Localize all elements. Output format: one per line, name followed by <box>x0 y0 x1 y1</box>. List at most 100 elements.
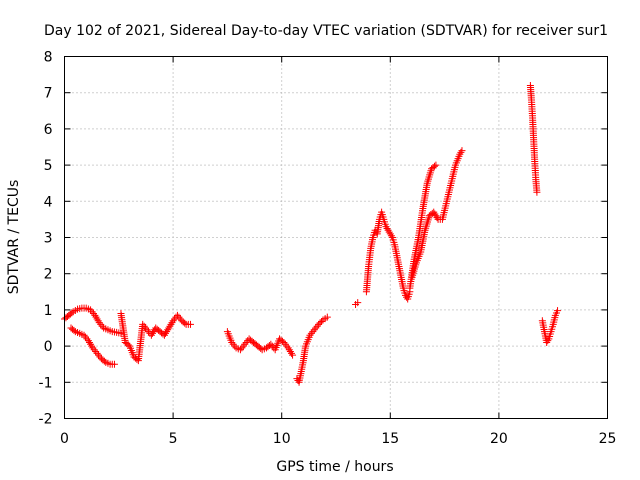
data-point <box>89 344 97 352</box>
data-point <box>150 328 158 336</box>
data-point <box>165 324 173 332</box>
data-point <box>148 329 156 337</box>
data-point <box>139 320 147 328</box>
data-point <box>90 346 98 354</box>
data-point <box>83 335 91 343</box>
y-axis-label: SDTVAR / TECUs <box>6 180 22 295</box>
data-point <box>533 188 541 196</box>
y-tick-label: 8 <box>44 50 53 66</box>
data-point <box>93 349 101 357</box>
data-point <box>80 331 88 339</box>
data-point <box>92 313 100 321</box>
data-point <box>91 311 99 319</box>
data-point <box>228 338 236 346</box>
y-tick-label: -1 <box>39 375 53 391</box>
data-point <box>97 320 105 328</box>
data-point <box>384 226 392 234</box>
data-point <box>173 311 181 319</box>
data-point <box>309 328 317 336</box>
data-point <box>283 342 291 350</box>
data-point <box>147 331 155 339</box>
data-point <box>95 319 103 327</box>
plot-frame <box>64 56 608 419</box>
data-point <box>280 338 288 346</box>
y-tick-label: 7 <box>44 86 53 102</box>
data-point <box>265 341 273 349</box>
data-point <box>432 212 440 220</box>
y-tick-label: 0 <box>44 339 53 355</box>
data-point <box>110 360 118 368</box>
data-point <box>285 346 293 354</box>
x-tick-label: 10 <box>273 431 291 447</box>
data-point <box>68 309 76 317</box>
data-point <box>142 324 150 332</box>
data-point <box>176 315 184 323</box>
x-tick-label: 0 <box>60 431 69 447</box>
data-point <box>242 338 250 346</box>
data-point <box>318 317 326 325</box>
data-point <box>236 346 244 354</box>
data-point <box>238 344 246 352</box>
x-tick-labels: 0 5 10 15 20 25 <box>60 431 616 447</box>
data-point <box>316 319 324 327</box>
data-point <box>432 161 440 169</box>
data-point <box>88 342 96 350</box>
data-point <box>161 329 169 337</box>
data-point <box>281 340 289 348</box>
data-point <box>289 351 297 359</box>
data-point <box>167 320 175 328</box>
data-point <box>169 317 177 325</box>
data-point <box>94 317 102 325</box>
data-point <box>383 224 391 232</box>
data-point <box>284 344 292 352</box>
y-tick-label: 4 <box>44 194 53 210</box>
data-point <box>164 326 172 334</box>
data-point <box>143 326 151 334</box>
data-point <box>87 340 95 348</box>
data-point <box>231 342 239 350</box>
data-point <box>140 322 148 330</box>
y-tick-label: 5 <box>44 158 53 174</box>
data-point <box>92 348 100 356</box>
data-point <box>456 150 464 158</box>
data-points <box>61 81 562 386</box>
data-point <box>543 338 551 346</box>
data-point <box>306 331 314 339</box>
chart-title: Day 102 of 2021, Sidereal Day-to-day VTE… <box>44 23 608 39</box>
data-point <box>433 214 441 222</box>
data-point <box>554 307 562 315</box>
data-point <box>287 349 295 357</box>
data-point <box>96 353 104 361</box>
data-point <box>88 308 96 316</box>
data-point <box>382 223 390 231</box>
y-tick-labels: -2 -1 0 1 2 3 4 5 6 7 8 <box>39 50 53 428</box>
data-point <box>458 147 466 155</box>
data-point <box>402 291 410 299</box>
data-point <box>87 306 95 314</box>
grid <box>64 56 608 419</box>
data-point <box>70 326 78 334</box>
data-point <box>267 340 275 348</box>
data-point <box>244 337 252 345</box>
data-point <box>430 208 438 216</box>
data-point <box>544 337 552 345</box>
data-point <box>95 351 103 359</box>
x-tick-label: 15 <box>381 431 399 447</box>
data-point <box>307 329 315 337</box>
data-point <box>387 232 395 240</box>
data-point <box>431 210 439 218</box>
data-point <box>98 322 106 330</box>
data-point <box>386 230 394 238</box>
x-tick-label: 20 <box>490 431 508 447</box>
data-point <box>310 326 318 334</box>
data-point <box>278 337 286 345</box>
data-point <box>84 337 92 345</box>
data-point <box>168 319 176 327</box>
y-tick-label: 3 <box>44 231 53 247</box>
axis-ticks <box>64 56 608 419</box>
data-point <box>100 357 108 365</box>
data-point <box>160 331 168 339</box>
x-tick-label: 25 <box>599 431 617 447</box>
data-point <box>315 320 323 328</box>
